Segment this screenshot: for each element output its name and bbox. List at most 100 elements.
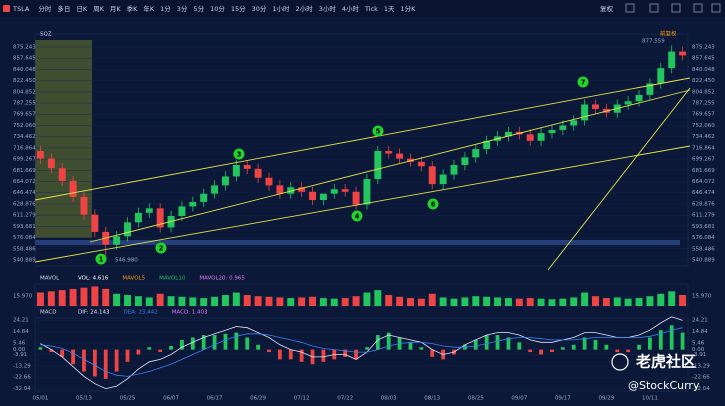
toolbar-item[interactable]: 1分 <box>160 4 171 13</box>
toolbar-item[interactable]: 10分 <box>210 4 225 13</box>
watermark-brand: 老虎社区 <box>635 353 696 371</box>
y-tick-label: 804.852 <box>13 89 36 95</box>
bar <box>473 339 478 350</box>
y-tick-label-right: 875.243 <box>692 44 715 50</box>
close-icon[interactable] <box>711 3 721 13</box>
y-tick-label-right: 840.048 <box>692 67 715 73</box>
bar <box>406 298 414 306</box>
y-tick-label-right: 804.852 <box>692 89 715 95</box>
wave-circle <box>372 125 384 137</box>
candle-body <box>352 191 360 205</box>
wave-label: 2 <box>159 245 164 253</box>
bar <box>103 349 108 379</box>
bar <box>234 332 239 350</box>
toolbar-item[interactable]: 15分 <box>231 4 246 13</box>
bar <box>613 297 621 306</box>
bar <box>581 292 589 306</box>
candle-body <box>113 236 121 245</box>
toolbar-item[interactable]: 3分 <box>177 4 188 13</box>
bar <box>352 296 360 306</box>
candle-body <box>341 189 349 192</box>
support-band <box>35 240 680 245</box>
toolbar-item[interactable]: 周K <box>93 5 105 13</box>
draw-icon[interactable] <box>649 3 659 13</box>
y-tick-label: 611.279 <box>13 213 36 219</box>
candle-body <box>428 166 436 185</box>
toolbar-item[interactable]: 30分 <box>252 4 267 13</box>
bar <box>298 297 306 306</box>
bar <box>38 347 43 350</box>
bar <box>657 293 665 306</box>
bar <box>626 349 631 353</box>
candle-body <box>668 51 676 69</box>
toolbar-item[interactable]: 分时 <box>38 4 52 13</box>
symbol[interactable]: TSLA <box>12 5 30 13</box>
toolbar-item[interactable]: 日K <box>76 5 88 13</box>
candle-body <box>537 133 545 141</box>
trend-lines <box>34 77 691 271</box>
x-tick-label: 07/12 <box>294 396 310 402</box>
toolbar-item[interactable]: 年K <box>143 4 155 13</box>
pane-title: MAVOL <box>40 276 60 282</box>
y-tick-label: 857.645 <box>13 56 36 62</box>
x-tick-label: 08/25 <box>468 396 484 402</box>
bar <box>375 335 380 350</box>
candle-body <box>646 83 654 95</box>
layout-icon[interactable] <box>671 3 681 13</box>
bar <box>439 297 447 306</box>
candle-body <box>276 185 284 194</box>
candle-body <box>483 140 491 150</box>
y-tick-label-right: 593.681 <box>692 224 715 230</box>
bar <box>330 298 338 306</box>
toolbar-item[interactable]: 2小时 <box>296 4 314 13</box>
candle-body <box>330 189 338 194</box>
bar <box>646 296 654 306</box>
toolbar-item[interactable]: 季K <box>127 4 139 13</box>
bar <box>570 297 578 306</box>
bar <box>526 298 534 306</box>
bar <box>528 349 533 353</box>
x-tick-label: 08/13 <box>424 396 440 402</box>
bar <box>537 298 545 306</box>
bar <box>419 347 424 350</box>
y-tick-label-right: 734.462 <box>692 134 715 140</box>
y-tick-label-right: 628.876 <box>692 201 715 207</box>
bar <box>167 296 175 306</box>
fullscreen-icon[interactable] <box>693 3 703 13</box>
settings-icon[interactable] <box>625 3 635 13</box>
candle-body <box>178 206 186 216</box>
toolbar-item[interactable]: 5分 <box>193 4 204 13</box>
candle-body <box>439 174 447 185</box>
pane-title: SQZ <box>40 32 52 38</box>
toolbar-item[interactable]: 1小时 <box>272 4 290 13</box>
bar <box>559 298 567 306</box>
bar <box>582 337 587 350</box>
bar <box>243 295 251 306</box>
candle-body <box>69 180 77 197</box>
bar <box>635 298 643 306</box>
bar <box>494 297 502 306</box>
adjust-label: 前复权 <box>660 30 677 38</box>
legend-item: DIF: 24.143 <box>78 310 110 316</box>
y-tick-label: -3.91 <box>13 352 27 358</box>
bar <box>430 349 435 357</box>
bar <box>136 349 141 355</box>
toolbar-item[interactable]: 月K <box>110 5 122 13</box>
y-tick-label-right: 822.450 <box>692 78 715 84</box>
bar <box>495 335 500 350</box>
y-tick-label-right: 646.474 <box>692 190 715 196</box>
candle-body <box>189 201 197 207</box>
toolbar-item[interactable]: 1分K <box>401 4 417 13</box>
bar <box>254 296 262 306</box>
bar <box>658 330 663 350</box>
bar <box>299 349 304 362</box>
toolbar-item[interactable]: Tick <box>364 5 378 13</box>
toolbar-item[interactable]: 1天 <box>384 5 395 13</box>
y-tick-label-right: 699.267 <box>692 157 715 163</box>
toolbar-item[interactable]: 多日 <box>57 4 70 13</box>
adjust-button[interactable]: 复权 <box>600 4 614 13</box>
bar <box>169 345 173 350</box>
toolbar-item[interactable]: 4小时 <box>342 4 360 13</box>
toolbar-item[interactable]: 3小时 <box>319 4 337 13</box>
